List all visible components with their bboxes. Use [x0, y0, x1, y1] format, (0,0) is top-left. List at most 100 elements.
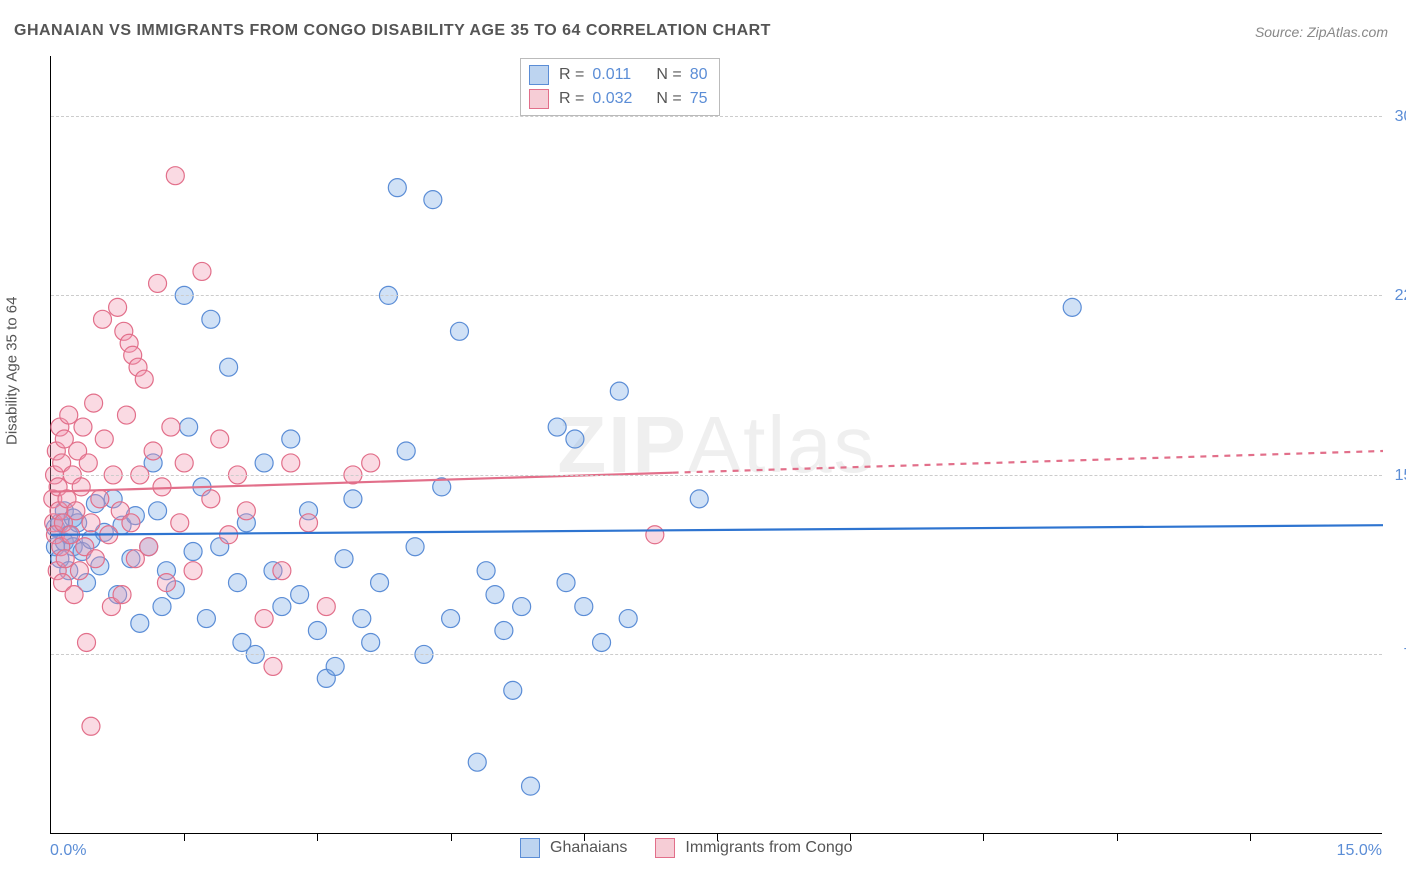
scatter-point — [566, 430, 584, 448]
scatter-point — [67, 502, 85, 520]
scatter-point — [85, 394, 103, 412]
scatter-point — [153, 478, 171, 496]
scatter-point — [388, 179, 406, 197]
scatter-point — [335, 550, 353, 568]
scatter-point — [442, 610, 460, 628]
y-tick-label: 22.5% — [1390, 287, 1406, 305]
scatter-point — [109, 298, 127, 316]
trend-line-dashed — [673, 451, 1383, 473]
scatter-point — [220, 358, 238, 376]
x-tick — [184, 833, 185, 841]
scatter-point — [56, 550, 74, 568]
scatter-point — [162, 418, 180, 436]
grid-line: 15.0% — [51, 475, 1382, 476]
scatter-point — [468, 753, 486, 771]
scatter-point — [94, 310, 112, 328]
scatter-point — [184, 543, 202, 561]
scatter-point — [228, 574, 246, 592]
scatter-point — [264, 657, 282, 675]
scatter-point — [166, 167, 184, 185]
scatter-point — [300, 514, 318, 532]
scatter-point — [1063, 298, 1081, 316]
scatter-point — [291, 586, 309, 604]
y-axis-title: Disability Age 35 to 64 — [4, 297, 21, 445]
stat-n-label: N = — [656, 90, 681, 108]
scatter-point — [486, 586, 504, 604]
scatter-point — [220, 526, 238, 544]
scatter-point — [513, 598, 531, 616]
scatter-point — [82, 514, 100, 532]
scatter-point — [326, 657, 344, 675]
scatter-point — [202, 490, 220, 508]
scatter-point — [646, 526, 664, 544]
scatter-point — [371, 574, 389, 592]
scatter-point — [117, 406, 135, 424]
scatter-point — [353, 610, 371, 628]
grid-line: 7.5% — [51, 654, 1382, 655]
x-tick — [983, 833, 984, 841]
scatter-point — [60, 406, 78, 424]
scatter-point — [140, 538, 158, 556]
plot-area: ZIPAtlas 7.5%15.0%22.5%30.0% — [50, 56, 1382, 834]
stat-n-value: 80 — [690, 66, 708, 84]
bottom-legend: GhanaiansImmigrants from Congo — [520, 838, 871, 858]
chart-title: GHANAIAN VS IMMIGRANTS FROM CONGO DISABI… — [14, 22, 771, 40]
y-tick-label: 15.0% — [1390, 467, 1406, 485]
scatter-point — [193, 262, 211, 280]
scatter-point — [317, 598, 335, 616]
scatter-point — [65, 586, 83, 604]
scatter-point — [362, 633, 380, 651]
scatter-point — [610, 382, 628, 400]
scatter-point — [82, 717, 100, 735]
x-tick — [317, 833, 318, 841]
legend-swatch-icon — [520, 838, 540, 858]
stats-legend-row: R = 0.032 N = 75 — [529, 87, 707, 111]
scatter-point — [273, 562, 291, 580]
scatter-point — [180, 418, 198, 436]
scatter-point — [131, 614, 149, 632]
scatter-point — [237, 502, 255, 520]
scatter-point — [308, 622, 326, 640]
stat-n-label: N = — [656, 66, 681, 84]
scatter-point — [86, 550, 104, 568]
scatter-point — [282, 430, 300, 448]
scatter-point — [504, 681, 522, 699]
x-tick — [451, 833, 452, 841]
scatter-point — [135, 370, 153, 388]
scatter-point — [273, 598, 291, 616]
stats-legend-row: R =0.011N =80 — [529, 63, 707, 87]
scatter-point — [149, 502, 167, 520]
scatter-point — [70, 562, 88, 580]
y-tick-label: 30.0% — [1390, 108, 1406, 126]
scatter-point — [72, 478, 90, 496]
scatter-point — [157, 574, 175, 592]
scatter-point — [495, 622, 513, 640]
scatter-point — [477, 562, 495, 580]
scatter-point — [197, 610, 215, 628]
legend-swatch-icon — [529, 89, 549, 109]
scatter-point — [575, 598, 593, 616]
scatter-point — [175, 454, 193, 472]
legend-swatch-icon — [529, 65, 549, 85]
scatter-point — [91, 490, 109, 508]
stat-r-label: R = — [559, 90, 584, 108]
scatter-point — [344, 490, 362, 508]
stat-r-value: 0.011 — [592, 66, 640, 84]
scatter-point — [406, 538, 424, 556]
scatter-point — [255, 610, 273, 628]
scatter-point — [78, 633, 96, 651]
scatter-point — [548, 418, 566, 436]
stat-r-value: 0.032 — [592, 90, 640, 108]
legend-label: Ghanaians — [550, 839, 627, 857]
y-tick-label: 7.5% — [1390, 646, 1406, 664]
x-min-label: 0.0% — [50, 842, 86, 860]
stat-n-value: 75 — [690, 90, 708, 108]
scatter-point — [95, 430, 113, 448]
scatter-point — [184, 562, 202, 580]
source-label: Source: ZipAtlas.com — [1255, 24, 1388, 40]
legend-swatch-icon — [655, 838, 675, 858]
scatter-point — [144, 442, 162, 460]
grid-line: 22.5% — [51, 295, 1382, 296]
x-max-label: 15.0% — [1337, 842, 1382, 860]
scatter-point — [74, 418, 92, 436]
